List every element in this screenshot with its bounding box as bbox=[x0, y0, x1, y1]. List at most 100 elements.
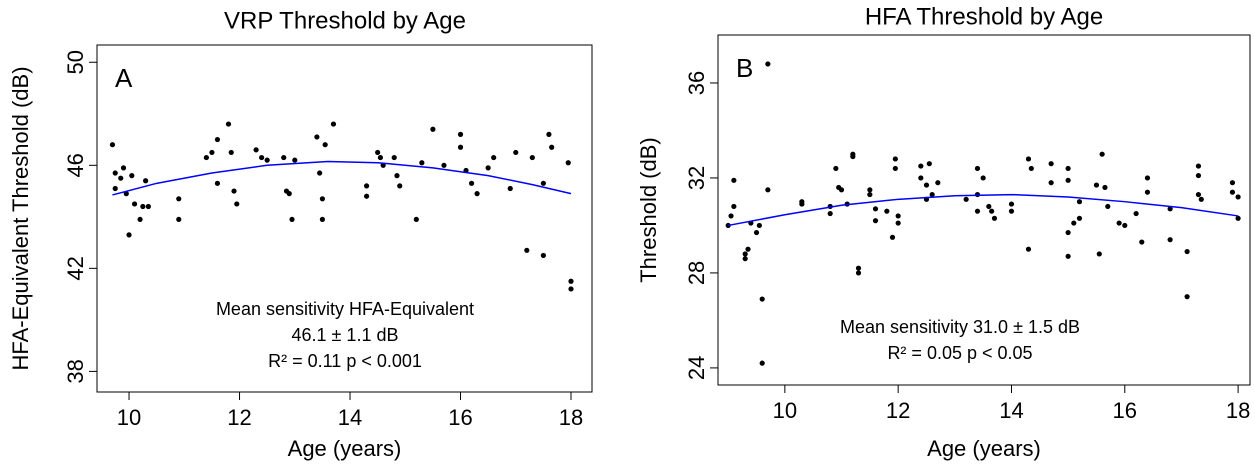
annotation: R² = 0.05 p < 0.05 bbox=[887, 343, 1032, 363]
data-point bbox=[1195, 163, 1202, 169]
data-point bbox=[1105, 203, 1111, 210]
data-point bbox=[929, 191, 935, 198]
data-point bbox=[1144, 189, 1151, 195]
data-point bbox=[419, 160, 425, 166]
data-point bbox=[1048, 180, 1054, 186]
data-point bbox=[867, 191, 873, 198]
data-point bbox=[1184, 248, 1190, 255]
data-point bbox=[991, 215, 998, 221]
data-point bbox=[923, 182, 930, 188]
data-point bbox=[507, 185, 513, 192]
data-point bbox=[112, 185, 118, 192]
data-point bbox=[1195, 172, 1202, 179]
data-point bbox=[568, 278, 574, 284]
data-point bbox=[765, 187, 771, 193]
data-point bbox=[203, 154, 209, 161]
data-point bbox=[855, 265, 862, 271]
data-point bbox=[986, 203, 992, 210]
data-point bbox=[225, 121, 232, 127]
data-point bbox=[565, 160, 571, 166]
data-point bbox=[1122, 222, 1128, 229]
data-point bbox=[884, 208, 890, 214]
data-point bbox=[214, 180, 221, 186]
data-point bbox=[827, 210, 833, 217]
panel-label: B bbox=[736, 53, 753, 83]
data-point bbox=[926, 161, 932, 167]
data-point bbox=[731, 177, 737, 183]
data-point bbox=[430, 126, 436, 132]
data-point bbox=[363, 183, 370, 189]
x-tick-label: 14 bbox=[999, 398, 1023, 423]
y-tick-label: 36 bbox=[684, 71, 709, 95]
data-point bbox=[850, 153, 856, 160]
data-point bbox=[120, 165, 127, 171]
data-point bbox=[1139, 239, 1145, 245]
x-tick-label: 18 bbox=[559, 405, 583, 430]
data-point bbox=[742, 251, 748, 257]
data-point bbox=[1028, 165, 1034, 172]
data-point bbox=[1076, 215, 1083, 221]
data-point bbox=[264, 157, 270, 163]
x-tick-label: 14 bbox=[338, 405, 362, 430]
data-point bbox=[322, 142, 328, 148]
data-point bbox=[918, 175, 924, 181]
data-point bbox=[131, 201, 138, 207]
data-point bbox=[1167, 237, 1173, 243]
data-point bbox=[1099, 151, 1105, 157]
x-tick-label: 16 bbox=[1113, 398, 1137, 423]
data-point bbox=[214, 136, 221, 143]
data-point bbox=[140, 203, 146, 210]
data-point bbox=[756, 222, 762, 229]
y-tick-label: 46 bbox=[63, 153, 88, 177]
data-point bbox=[286, 191, 292, 197]
data-point bbox=[895, 220, 901, 226]
data-point bbox=[1008, 201, 1015, 207]
data-point bbox=[485, 165, 491, 171]
y-tick-label: 42 bbox=[63, 256, 88, 280]
data-point bbox=[413, 216, 419, 223]
data-point bbox=[524, 247, 530, 253]
data-point bbox=[892, 165, 898, 172]
data-point bbox=[109, 142, 116, 148]
data-point bbox=[112, 170, 118, 176]
data-point bbox=[872, 206, 879, 212]
data-point bbox=[855, 270, 862, 276]
data-point bbox=[319, 196, 326, 202]
data-point bbox=[391, 154, 397, 161]
x-tick-label: 10 bbox=[773, 398, 797, 423]
data-point bbox=[974, 208, 981, 214]
data-point bbox=[753, 229, 760, 236]
y-tick-label: 24 bbox=[684, 356, 709, 380]
data-point bbox=[1076, 199, 1083, 205]
data-point bbox=[1144, 175, 1151, 181]
data-point bbox=[889, 234, 896, 240]
data-point bbox=[546, 131, 552, 137]
data-point bbox=[363, 193, 370, 199]
data-point bbox=[176, 216, 182, 223]
data-point bbox=[759, 360, 765, 366]
data-point bbox=[209, 149, 215, 156]
data-point bbox=[1235, 215, 1241, 221]
annotation: Mean sensitivity HFA-Equivalent bbox=[216, 299, 474, 319]
data-point bbox=[1048, 161, 1054, 167]
plot-frame bbox=[96, 44, 593, 393]
fit-line bbox=[728, 193, 1239, 227]
data-point bbox=[833, 165, 839, 172]
data-point bbox=[1235, 194, 1241, 200]
data-point bbox=[176, 196, 182, 202]
data-point bbox=[1133, 210, 1139, 217]
data-point bbox=[1229, 180, 1236, 186]
data-point bbox=[892, 156, 898, 162]
annotation: 46.1 ± 1.1 dB bbox=[292, 325, 399, 345]
y-tick-label: 32 bbox=[684, 166, 709, 190]
annotation: R² = 0.11 p < 0.001 bbox=[268, 351, 422, 371]
data-point bbox=[1093, 182, 1100, 188]
data-point bbox=[1116, 220, 1122, 226]
data-point bbox=[759, 296, 765, 302]
data-point bbox=[228, 149, 234, 156]
y-axis-label: HFA-Equivalent Threshold (dB) bbox=[8, 66, 33, 370]
data-point bbox=[1184, 294, 1190, 300]
data-point bbox=[1008, 208, 1015, 214]
data-point bbox=[1025, 156, 1032, 162]
